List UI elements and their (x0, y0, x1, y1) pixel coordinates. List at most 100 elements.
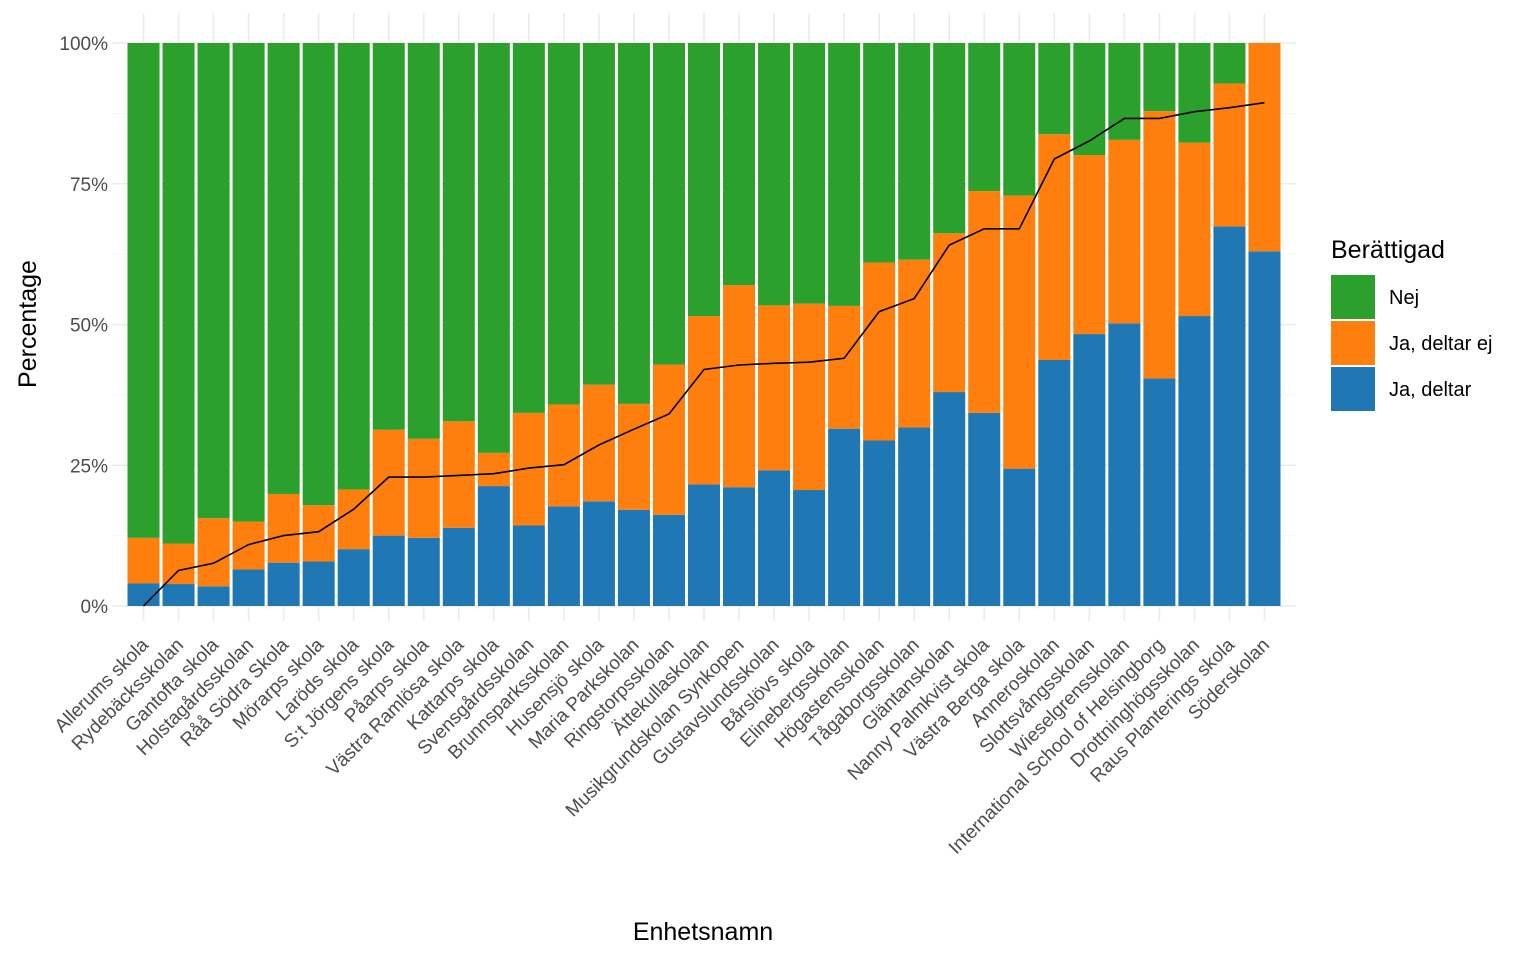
bar-nej (477, 43, 510, 453)
bar-nej (127, 43, 160, 538)
bar-nej (372, 43, 405, 430)
bar-nej (1038, 43, 1071, 135)
bar-nej (407, 43, 440, 439)
bar-ja-deltar-ej (162, 543, 195, 585)
x-axis-title: Enhetsnamn (633, 918, 773, 946)
bar-nej (793, 43, 826, 304)
bar-ja-deltar (758, 470, 791, 606)
bar-nej (617, 43, 650, 404)
bar-ja-deltar (793, 490, 826, 606)
bar-ja-deltar-ej (863, 262, 896, 441)
bar-ja-deltar (828, 428, 861, 606)
y-tick-label: 25% (70, 456, 108, 477)
legend-key (1331, 367, 1375, 411)
bar-ja-deltar (933, 392, 966, 606)
bar-ja-deltar-ej (477, 452, 510, 487)
bar-ja-deltar-ej (407, 438, 440, 538)
bar-nej (232, 43, 265, 522)
bar-nej (582, 43, 615, 385)
bar-ja-deltar-ej (547, 404, 580, 507)
bar-ja-deltar (477, 486, 510, 606)
bar-nej (968, 43, 1001, 192)
legend-key (1331, 275, 1375, 319)
bar-ja-deltar-ej (1178, 142, 1211, 317)
trend-line-group (142, 101, 1265, 607)
bar-ja-deltar (337, 549, 370, 606)
bar-nej (758, 43, 791, 306)
bar-ja-deltar (372, 535, 405, 606)
bar-ja-deltar (1213, 226, 1246, 606)
bar-nej (687, 43, 721, 317)
bar-ja-deltar (898, 427, 931, 606)
bar-ja-deltar (1108, 323, 1141, 606)
bar-ja-deltar-ej (1143, 111, 1176, 379)
bar-ja-deltar (162, 584, 195, 606)
bar-ja-deltar-ej (1003, 195, 1036, 469)
bar-ja-deltar (1003, 468, 1036, 606)
bar-nej (547, 43, 580, 405)
bar-ja-deltar-ej (582, 384, 615, 502)
bar-ja-deltar (1143, 378, 1176, 606)
bar-nej (1108, 43, 1141, 140)
bar-ja-deltar-ej (933, 233, 966, 393)
bar-ja-deltar (127, 583, 160, 606)
trend-line (142, 101, 1265, 607)
bar-nej (267, 43, 300, 494)
bar-ja-deltar-ej (1108, 139, 1141, 324)
bar-ja-deltar (442, 527, 475, 606)
bar-nej (1213, 43, 1246, 84)
y-axis-title: Percentage (14, 260, 42, 388)
bar-nej (828, 43, 861, 306)
bar-ja-deltar (267, 562, 300, 606)
bar-ja-deltar (968, 412, 1001, 606)
bar-ja-deltar (1038, 359, 1071, 606)
bar-ja-deltar (863, 440, 896, 606)
bar-ja-deltar-ej (372, 429, 405, 536)
bar-ja-deltar (302, 561, 335, 606)
bar-ja-deltar (1073, 334, 1106, 606)
bar-nej (723, 43, 756, 286)
bar-ja-deltar-ej (197, 518, 230, 587)
bar-ja-deltar-ej (652, 364, 685, 515)
bar-ja-deltar (723, 487, 756, 606)
bar-ja-deltar (1248, 251, 1281, 606)
bar-nej (898, 43, 931, 260)
bar-ja-deltar-ej (267, 493, 300, 563)
bar-nej (442, 43, 475, 422)
legend: Berättigad Nej Ja, deltar ej Ja, deltar (1331, 236, 1492, 411)
bar-ja-deltar-ej (617, 403, 650, 510)
bar-ja-deltar (617, 509, 650, 606)
y-tick-label: 50% (70, 316, 108, 337)
bar-ja-deltar (232, 569, 265, 606)
bar-ja-deltar (1178, 316, 1211, 606)
bar-ja-deltar-ej (828, 305, 861, 429)
bar-nej (863, 43, 896, 263)
bar-ja-deltar-ej (968, 191, 1001, 413)
bar-ja-deltar (582, 501, 615, 606)
bar-nej (1073, 43, 1106, 156)
legend-label: Nej (1389, 287, 1419, 309)
bar-nej (933, 43, 966, 234)
bar-ja-deltar-ej (898, 259, 931, 428)
bar-ja-deltar-ej (723, 285, 756, 488)
bar-ja-deltar-ej (1213, 83, 1246, 227)
y-tick-label: 75% (70, 175, 108, 196)
bar-ja-deltar-ej (1038, 134, 1071, 360)
bar-ja-deltar (197, 586, 230, 606)
bar-ja-deltar (407, 537, 440, 606)
bar-nej (197, 43, 230, 519)
y-tick-label: 100% (59, 34, 108, 55)
bar-nej (512, 43, 545, 413)
bar-ja-deltar-ej (758, 305, 791, 471)
legend-title: Berättigad (1331, 236, 1445, 264)
bar-ja-deltar (512, 525, 545, 606)
bar-ja-deltar-ej (127, 537, 160, 584)
bar-nej (1003, 43, 1036, 196)
y-tick-label: 0% (81, 597, 109, 618)
bar-ja-deltar-ej (1073, 155, 1106, 335)
bar-nej (1143, 43, 1176, 112)
legend-items: Nej Ja, deltar ej Ja, deltar (1331, 275, 1492, 411)
bar-ja-deltar-ej (793, 303, 826, 491)
